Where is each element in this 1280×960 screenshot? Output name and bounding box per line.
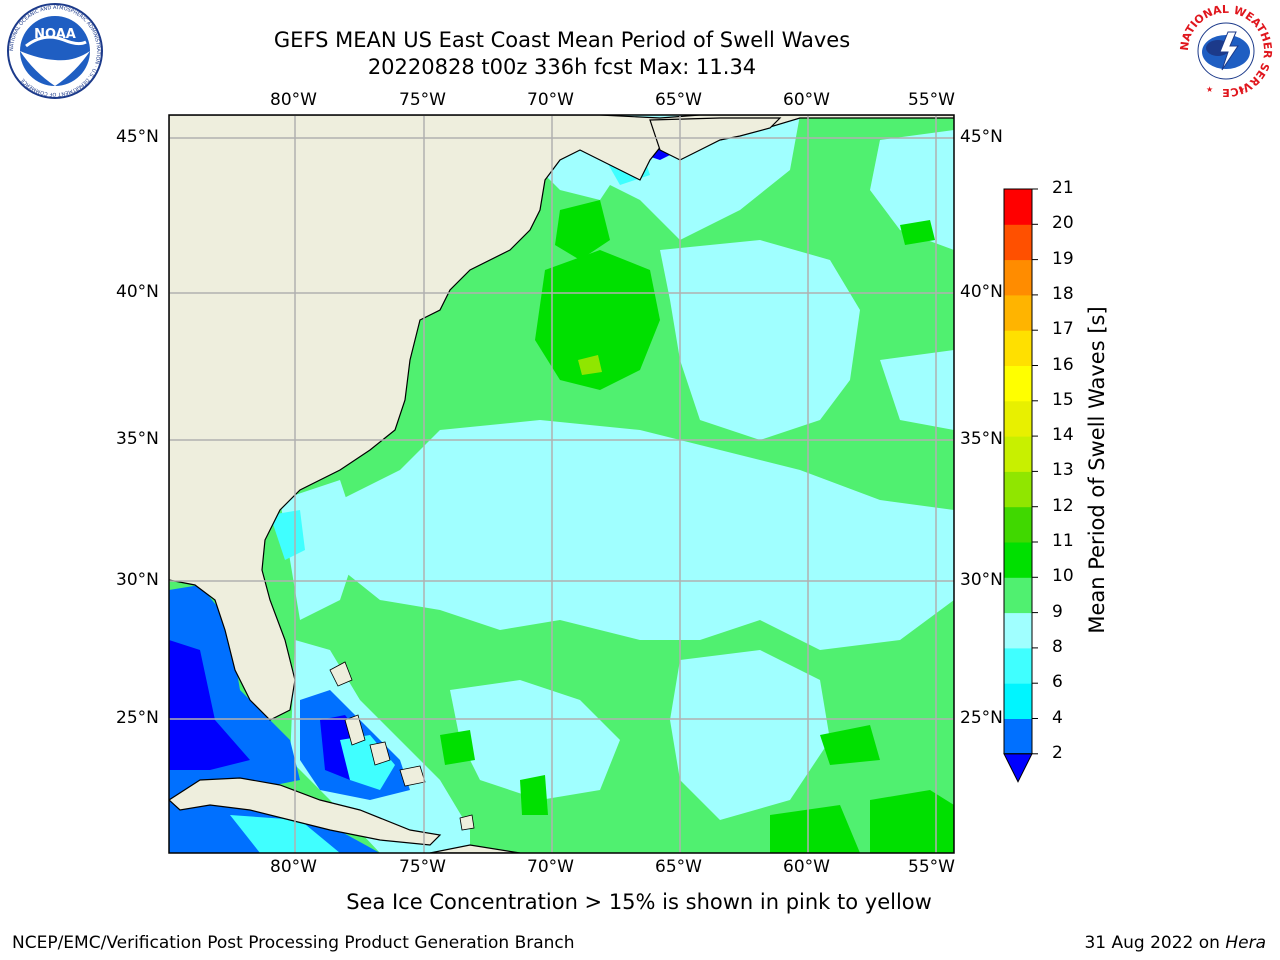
chart-title: GEFS MEAN US East Coast Mean Period of S… <box>273 28 851 52</box>
colorbar-tick-label: 9 <box>1052 601 1063 622</box>
lon-label-bottom: 60°W <box>783 857 830 877</box>
lat-label-right: 30°N <box>960 570 1003 590</box>
colorbar-segment <box>1004 542 1032 578</box>
colorbar-tick-label: 18 <box>1052 283 1074 304</box>
footer-date-text: 31 Aug 2022 on <box>1084 933 1220 953</box>
lon-label-bottom: 55°W <box>908 857 955 877</box>
colorbar-tick-label: 13 <box>1052 460 1074 481</box>
colorbar-tick-label: 10 <box>1052 566 1074 587</box>
lat-label-left: 25°N <box>116 708 159 728</box>
colorbar-segment <box>1004 365 1032 402</box>
land-masses <box>169 115 954 853</box>
lat-label-right: 40°N <box>960 282 1003 302</box>
colorbar-tick-label: 14 <box>1052 425 1074 446</box>
graticule <box>169 115 954 853</box>
colorbar-tick-label: 16 <box>1052 354 1074 375</box>
lon-label-bottom: 80°W <box>270 857 317 877</box>
colorbar-segment <box>1004 330 1032 366</box>
colorbar-segment <box>1004 400 1032 437</box>
colorbar-tick-label: 4 <box>1052 707 1063 728</box>
svg-text:NOAA: NOAA <box>34 27 76 42</box>
map-frame <box>168 114 955 854</box>
chart-subtitle: 20220828 t00z 336h fcst Max: 11.34 <box>367 55 757 79</box>
lat-label-left: 45°N <box>116 127 159 147</box>
colorbar-segment <box>1004 577 1032 614</box>
lon-label-top: 75°W <box>399 90 446 110</box>
noaa-logo: NOAA NATIONAL OCEANIC AND ATMOSPHERIC AD… <box>7 3 103 99</box>
colorbar-tick-label: 19 <box>1052 248 1074 269</box>
lat-label-left: 35°N <box>116 429 159 449</box>
swell-10-11s-zones <box>440 200 954 853</box>
lon-label-top: 55°W <box>908 90 955 110</box>
colorbar-segment <box>1004 718 1032 755</box>
lat-label-left: 30°N <box>116 570 159 590</box>
lat-label-right: 35°N <box>960 429 1003 449</box>
colorbar-label: Mean Period of Swell Waves [s] <box>1085 306 1109 634</box>
lat-label-right: 25°N <box>960 708 1003 728</box>
lon-label-top: 60°W <box>783 90 830 110</box>
sea-ice-note: Sea Ice Concentration > 15% is shown in … <box>346 890 932 914</box>
colorbar-tick-label: 20 <box>1052 213 1074 234</box>
colorbar-segment <box>1004 612 1032 649</box>
footer-organization: NCEP/EMC/Verification Post Processing Pr… <box>12 933 575 953</box>
lon-label-top: 70°W <box>527 90 574 110</box>
footer-date: 31 Aug 2022 on Hera <box>1084 933 1266 953</box>
colorbar-segment <box>1004 189 1032 225</box>
colorbar-tick-label: 6 <box>1052 672 1063 693</box>
colorbar-tick-label: 12 <box>1052 495 1074 516</box>
bahamas-islands <box>329 661 475 831</box>
lon-label-top: 80°W <box>270 90 317 110</box>
svg-text:★: ★ <box>1206 85 1213 94</box>
colorbar-tick-label: 8 <box>1052 636 1063 657</box>
svg-text:★: ★ <box>1238 85 1245 94</box>
lat-label-left: 40°N <box>116 282 159 302</box>
colorbar-tick-label: 2 <box>1052 742 1063 763</box>
lon-label-bottom: 75°W <box>399 857 446 877</box>
footer-host: Hera <box>1225 933 1266 953</box>
colorbar <box>1003 188 1038 783</box>
colorbar-segment <box>1004 259 1032 296</box>
lon-label-bottom: 70°W <box>527 857 574 877</box>
nws-logo: NATIONAL WEATHER SERVICE ★ ★ <box>1178 3 1274 99</box>
lon-label-top: 65°W <box>655 90 702 110</box>
colorbar-segment <box>1004 224 1032 261</box>
colorbar-tick-label: 11 <box>1052 531 1074 551</box>
colorbar-segment <box>1004 471 1032 508</box>
colorbar-segment <box>1004 506 1032 543</box>
colorbar-segment <box>1004 436 1032 472</box>
colorbar-segment <box>1004 683 1032 719</box>
colorbar-tick-label: 15 <box>1052 389 1074 410</box>
lat-label-right: 45°N <box>960 127 1003 147</box>
colorbar-tick-label: 21 <box>1052 178 1074 198</box>
lon-label-bottom: 65°W <box>655 857 702 877</box>
colorbar-segment <box>1004 647 1032 684</box>
colorbar-extend-triangle <box>1003 753 1033 783</box>
map-plot-area <box>169 115 954 853</box>
colorbar-segment <box>1004 294 1032 331</box>
colorbar-tick-label: 17 <box>1052 319 1074 340</box>
